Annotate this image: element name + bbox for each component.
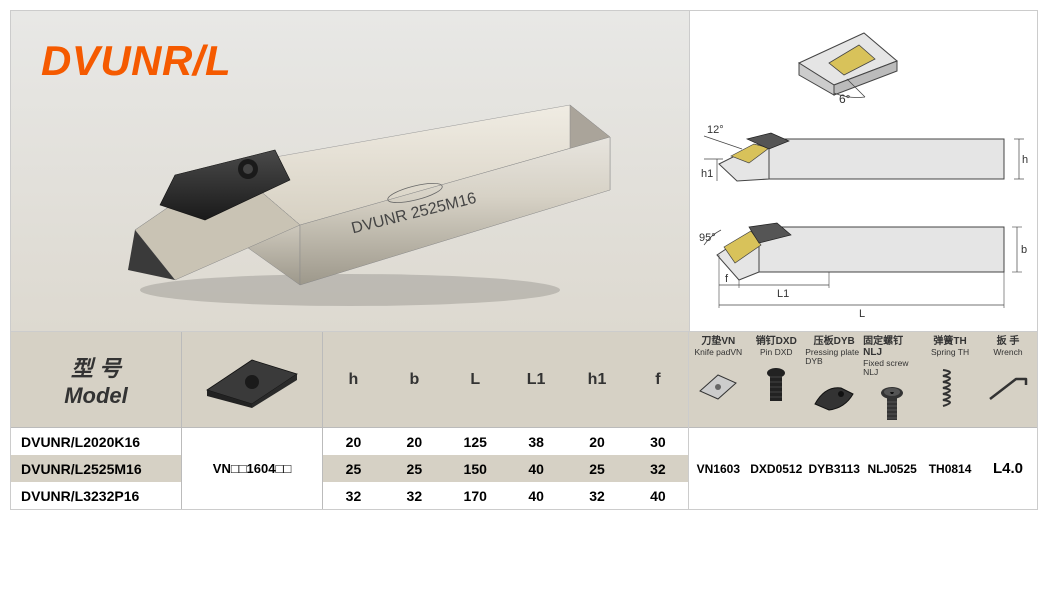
svg-text:h: h (1022, 154, 1028, 166)
dimension-table: 型 号 Model h b L L1 h1 (11, 332, 688, 509)
table-row: DVUNR/L2525M16 (11, 455, 181, 482)
dim-L1: L1 (506, 332, 567, 427)
dim-h1: h1 (567, 332, 628, 427)
dim-data: 20 20 125 38 20 30 25 25 150 40 25 32 (323, 428, 688, 509)
table-row: 32 32 170 40 32 40 (323, 482, 688, 509)
data-rows: DVUNR/L2020K16 DVUNR/L2525M16 DVUNR/L323… (11, 428, 688, 509)
technical-diagrams: 6° 12° h1 h (689, 11, 1037, 331)
dim-headers: h b L L1 h1 f (323, 332, 688, 427)
dim-h: h (323, 332, 384, 427)
tool-holder-image: DVUNR 2525M16 (80, 95, 620, 315)
table-row: DVUNR/L3232P16 (11, 482, 181, 509)
svg-text:95°: 95° (699, 232, 716, 244)
svg-text:L1: L1 (777, 288, 789, 300)
pressing-plate-icon (811, 374, 857, 420)
dim-b: b (384, 332, 445, 427)
acc-wrench: 扳 手 Wrench (979, 332, 1037, 427)
insert-code-cell: VN□□1604□□ (182, 428, 323, 509)
insert-header (182, 332, 323, 427)
diagram-side-view: 12° h1 h (699, 109, 1029, 199)
accessory-table: 刀垫VN Knife padVN 销钉DXD Pin DXD 压板DYB Pre… (688, 332, 1037, 509)
acc-pin: 销钉DXD Pin DXD (747, 332, 805, 427)
diagram-insert-angle: 6° (789, 25, 939, 103)
insert-icon (197, 350, 307, 410)
dim-L: L (445, 332, 506, 427)
table-header-row: 型 号 Model h b L L1 h1 (11, 332, 688, 428)
svg-text:b: b (1021, 244, 1027, 256)
screw-icon (879, 385, 905, 427)
catalog-frame: DVUNR/L (10, 10, 1038, 510)
spec-table-section: 型 号 Model h b L L1 h1 (11, 331, 1037, 509)
model-header-en: Model (64, 383, 128, 409)
model-header: 型 号 Model (11, 332, 182, 427)
top-section: DVUNR/L (11, 11, 1037, 331)
product-title: DVUNR/L (41, 37, 669, 85)
diagram-top-view: 95° f L1 L b (699, 205, 1029, 320)
accessory-header: 刀垫VN Knife padVN 销钉DXD Pin DXD 压板DYB Pre… (689, 332, 1037, 428)
model-col: DVUNR/L2020K16 DVUNR/L2525M16 DVUNR/L323… (11, 428, 182, 509)
wrench-icon (986, 364, 1030, 410)
knife-pad-icon (696, 364, 740, 410)
acc-spring: 弹簧TH Spring TH (921, 332, 979, 427)
svg-text:6°: 6° (839, 92, 851, 103)
table-row: DVUNR/L2020K16 (11, 428, 181, 455)
accessory-codes: VN1603 DXD0512 DYB3113 NLJ0525 TH0814 L4… (689, 428, 1037, 509)
acc-knife-pad: 刀垫VN Knife padVN (689, 332, 747, 427)
spring-icon (939, 364, 961, 410)
acc-pressing-plate: 压板DYB Pressing plate DYB (805, 332, 863, 427)
product-photo-panel: DVUNR/L (11, 11, 689, 331)
table-row: 25 25 150 40 25 32 (323, 455, 688, 482)
acc-fixed-screw: 固定螺钉NLJ Fixed screw NLJ (863, 332, 921, 427)
model-header-ch: 型 号 (71, 351, 121, 383)
svg-text:h1: h1 (701, 168, 713, 180)
svg-text:L: L (859, 308, 865, 320)
svg-text:12°: 12° (707, 124, 724, 136)
table-row: 20 20 125 38 20 30 (323, 428, 688, 455)
pin-icon (764, 364, 788, 410)
svg-text:f: f (725, 273, 729, 285)
dim-f: f (627, 332, 688, 427)
